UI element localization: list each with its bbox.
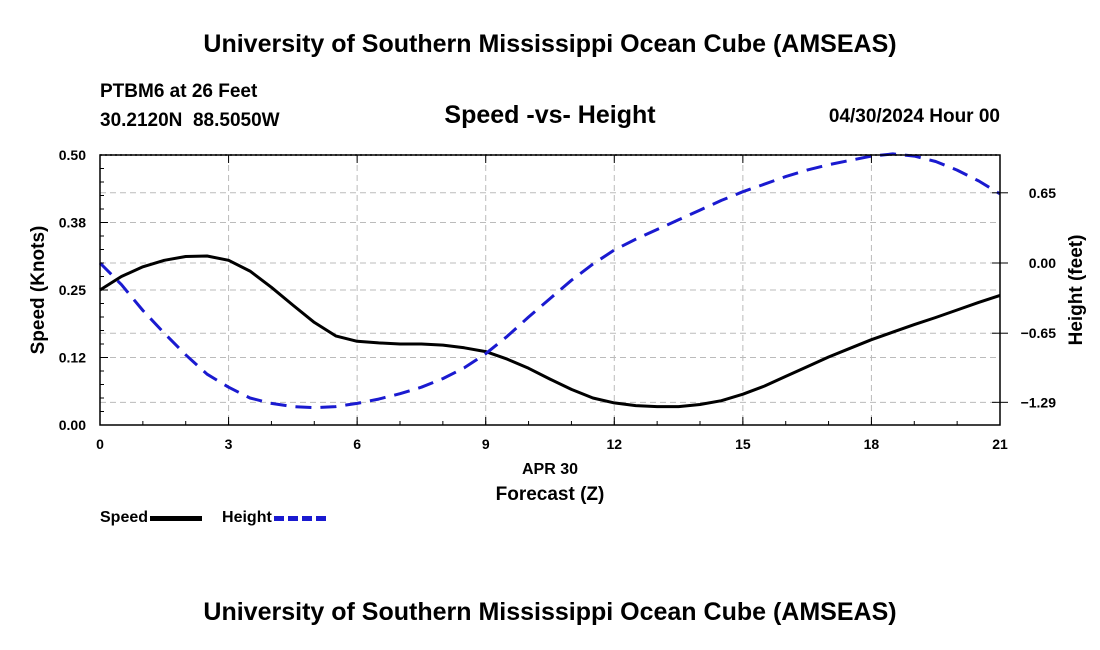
y-tick-label: 0.38 bbox=[59, 215, 86, 231]
axis-labels: 0 3 6 9 12 15 18 21 0.00 0.12 0.25 0.38 0.50 −1.29 −0.… bbox=[28, 147, 1087, 505]
x-tick-label: 12 bbox=[606, 436, 622, 452]
y2-tick-label: −1.29 bbox=[1021, 394, 1057, 410]
legend-item-speed: Speed bbox=[100, 509, 203, 527]
x-tick-label: 0 bbox=[96, 436, 104, 452]
legend-label-height: Height bbox=[222, 509, 272, 526]
chart-title: Speed -vs- Height bbox=[444, 101, 656, 129]
series-layer bbox=[98, 152, 1001, 410]
legend-swatch-height bbox=[273, 515, 326, 521]
series-line-speed bbox=[99, 254, 1001, 409]
page-title: University of Southern Mississippi Ocean… bbox=[203, 30, 897, 58]
y-tick-label: 0.50 bbox=[59, 147, 86, 163]
station-info: PTBM6 at 26 Feet 30.2120N 88.5050W bbox=[100, 77, 280, 135]
legend-swatch-speed bbox=[150, 515, 203, 521]
y-tick-label: 0.25 bbox=[59, 282, 86, 298]
legend-label-speed: Speed bbox=[100, 509, 149, 526]
grid-lines bbox=[100, 154, 1000, 425]
legend-item-height: Height bbox=[222, 509, 326, 527]
x-tick-label: 3 bbox=[225, 436, 233, 452]
x-tick-label: 18 bbox=[864, 436, 880, 452]
forecast-datetime: 04/30/2024 Hour 00 bbox=[828, 106, 1000, 127]
station-coordinates: 30.2120N 88.5050W bbox=[100, 110, 280, 131]
y2-axis-title: Height (feet) bbox=[1066, 235, 1087, 346]
y-tick-label: 0.12 bbox=[59, 350, 86, 366]
x-tick-label: 15 bbox=[735, 436, 751, 452]
legend: Speed Height bbox=[100, 509, 346, 527]
x-axis-title: Forecast (Z) bbox=[496, 484, 605, 505]
y-tick-label: 0.00 bbox=[59, 417, 86, 433]
series-line-height bbox=[98, 152, 1001, 410]
axis-ticks bbox=[99, 154, 1008, 426]
y2-tick-label: −0.65 bbox=[1021, 325, 1057, 341]
x-axis-date-label: APR 30 bbox=[522, 461, 578, 478]
footer-title: University of Southern Mississippi Ocean… bbox=[203, 598, 897, 626]
x-tick-label: 6 bbox=[353, 436, 361, 452]
y2-tick-label: 0.00 bbox=[1029, 255, 1056, 271]
y-axis-title: Speed (Knots) bbox=[28, 226, 49, 355]
station-name: PTBM6 at 26 Feet bbox=[100, 81, 258, 102]
x-tick-label: 21 bbox=[992, 436, 1008, 452]
y2-tick-label: 0.65 bbox=[1029, 185, 1056, 201]
x-tick-label: 9 bbox=[482, 436, 490, 452]
